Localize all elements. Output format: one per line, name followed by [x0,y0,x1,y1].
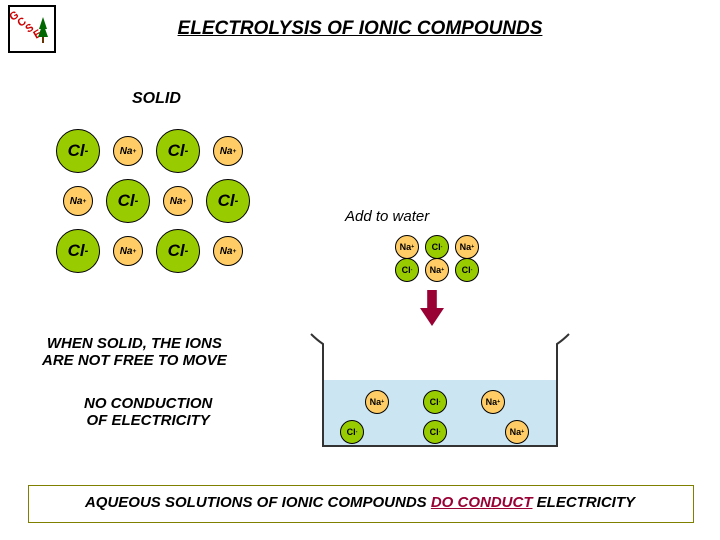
arrow-down-icon [420,290,444,331]
cl-ion: Cl- [206,179,250,223]
cl-ion: Cl- [425,235,449,259]
footer-plain: AQUEOUS SOLUTIONS OF IONIC COMPOUNDS [85,494,431,511]
cl-ion: Cl- [56,229,100,273]
cl-ion: Cl- [455,258,479,282]
cl-ion: Cl- [423,390,447,414]
na-ion: Na+ [113,236,143,266]
cl-ion: Cl- [156,229,200,273]
na-ion: Na+ [395,235,419,259]
na-ion: Na+ [163,186,193,216]
footer-tail: ELECTRICITY [533,494,636,511]
na-ion: Na+ [505,420,529,444]
cl-ion: Cl- [423,420,447,444]
cl-ion: Cl- [56,129,100,173]
caption-nc-l1: NO CONDUCTION [84,395,212,412]
na-ion: Na+ [113,136,143,166]
na-ion: Na+ [481,390,505,414]
cl-ion: Cl- [395,258,419,282]
cl-ion: Cl- [340,420,364,444]
na-ion: Na+ [213,136,243,166]
caption-solid-l2: ARE NOT FREE TO MOVE [42,352,227,369]
caption-nc-l2: OF ELECTRICITY [86,412,209,429]
na-ion: Na+ [213,236,243,266]
caption-solid-l1: WHEN SOLID, THE IONS [47,335,222,352]
cl-ion: Cl- [106,179,150,223]
page-title: ELECTROLYSIS OF IONIC COMPOUNDS [0,18,720,40]
cl-ion: Cl- [156,129,200,173]
caption-solid: WHEN SOLID, THE IONS ARE NOT FREE TO MOV… [42,335,227,369]
caption-noconduction: NO CONDUCTION OF ELECTRICITY [84,395,212,429]
footer-text: AQUEOUS SOLUTIONS OF IONIC COMPOUNDS DO … [0,494,720,511]
footer-emph: DO CONDUCT [431,494,533,511]
na-ion: Na+ [365,390,389,414]
add-to-water-label: Add to water [345,208,429,225]
na-ion: Na+ [425,258,449,282]
beaker: Na+Cl-Na+Cl-Cl-Na+ [305,330,575,450]
na-ion: Na+ [63,186,93,216]
na-ion: Na+ [455,235,479,259]
solid-label: SOLID [132,90,181,108]
